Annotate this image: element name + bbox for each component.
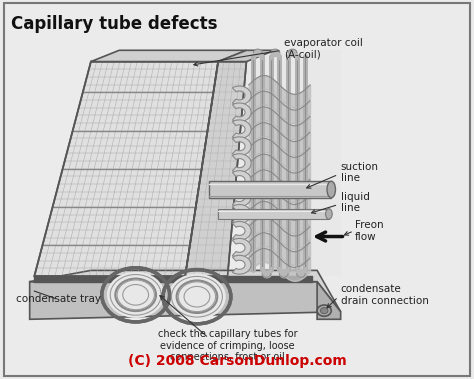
Polygon shape xyxy=(218,209,329,219)
Circle shape xyxy=(107,272,164,318)
Polygon shape xyxy=(232,137,251,156)
Polygon shape xyxy=(232,221,251,240)
Text: Freon
flow: Freon flow xyxy=(355,220,383,242)
Text: evaporator coil
(A-coil): evaporator coil (A-coil) xyxy=(284,38,363,59)
Text: condensate tray: condensate tray xyxy=(16,294,100,304)
Polygon shape xyxy=(232,205,251,223)
Polygon shape xyxy=(232,255,251,274)
Circle shape xyxy=(317,305,331,316)
Polygon shape xyxy=(232,171,251,190)
Polygon shape xyxy=(185,61,246,276)
Polygon shape xyxy=(35,61,218,276)
Polygon shape xyxy=(232,154,251,172)
Polygon shape xyxy=(30,270,341,312)
Polygon shape xyxy=(232,103,251,122)
Text: liquid
line: liquid line xyxy=(341,192,370,213)
Ellipse shape xyxy=(326,209,332,219)
Text: condensate
drain connection: condensate drain connection xyxy=(341,284,428,305)
Text: Capillary tube defects: Capillary tube defects xyxy=(11,14,217,33)
Circle shape xyxy=(320,308,328,314)
Polygon shape xyxy=(232,238,251,257)
Polygon shape xyxy=(317,282,341,319)
Text: suction
line: suction line xyxy=(341,162,379,183)
Polygon shape xyxy=(232,188,251,207)
Polygon shape xyxy=(218,50,275,61)
Ellipse shape xyxy=(327,181,336,198)
Polygon shape xyxy=(91,50,246,61)
Polygon shape xyxy=(209,181,331,198)
Text: check the capillary tubes for
evidence of crimping, loose
connections, frost or : check the capillary tubes for evidence o… xyxy=(158,329,297,362)
Polygon shape xyxy=(246,50,341,276)
Text: (C) 2008 CarsonDunlop.com: (C) 2008 CarsonDunlop.com xyxy=(128,354,346,368)
Polygon shape xyxy=(232,120,251,139)
Polygon shape xyxy=(30,282,341,319)
Polygon shape xyxy=(232,86,251,105)
Circle shape xyxy=(168,274,226,320)
